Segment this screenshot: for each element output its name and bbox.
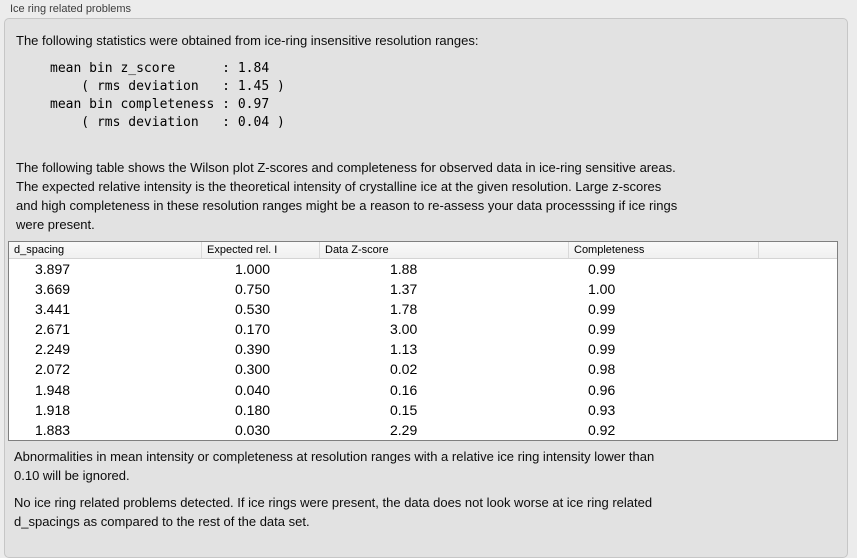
cell-data-z-score: 0.02 <box>390 361 418 378</box>
table-row[interactable]: 1.883 0.030 2.29 0.92 <box>9 420 837 440</box>
column-header-expected-rel-i[interactable]: Expected rel. I <box>202 242 320 258</box>
intro-text: The following statistics were obtained f… <box>16 33 479 48</box>
cell-data-z-score: 0.15 <box>390 401 418 418</box>
table-row[interactable]: 3.897 1.000 1.88 0.99 <box>9 259 837 279</box>
cell-completeness: 0.99 <box>588 341 616 358</box>
cell-d-spacing: 2.072 <box>35 361 71 378</box>
column-header-completeness[interactable]: Completeness <box>569 242 759 258</box>
cell-expected-rel-i: 0.530 <box>235 301 271 318</box>
cell-completeness: 0.96 <box>588 381 616 398</box>
note-text: Abnormalities in mean intensity or compl… <box>14 449 655 483</box>
cell-expected-rel-i: 0.180 <box>235 401 271 418</box>
table-body: 3.897 1.000 1.88 0.99 3.669 0.750 1.37 1… <box>9 259 837 440</box>
table-row[interactable]: 1.918 0.180 0.15 0.93 <box>9 400 837 420</box>
cell-data-z-score: 3.00 <box>390 321 418 338</box>
cell-d-spacing: 2.671 <box>35 321 71 338</box>
cell-completeness: 1.00 <box>588 281 616 298</box>
cell-completeness: 0.99 <box>588 321 616 338</box>
cell-d-spacing: 1.918 <box>35 401 71 418</box>
table-row[interactable]: 1.948 0.040 0.16 0.96 <box>9 380 837 400</box>
section-title: Ice ring related problems <box>10 3 132 15</box>
table-row[interactable]: 3.441 0.530 1.78 0.99 <box>9 299 837 319</box>
cell-data-z-score: 1.78 <box>390 301 418 318</box>
cell-expected-rel-i: 0.390 <box>235 341 271 358</box>
cell-expected-rel-i: 0.030 <box>235 421 271 438</box>
cell-d-spacing: 3.441 <box>35 301 71 318</box>
cell-data-z-score: 2.29 <box>390 421 418 438</box>
cell-d-spacing: 1.883 <box>35 421 71 438</box>
cell-data-z-score: 1.13 <box>390 341 418 358</box>
conclusion-text: No ice ring related problems detected. I… <box>14 495 653 529</box>
table-row[interactable]: 3.669 0.750 1.37 1.00 <box>9 279 837 299</box>
cell-d-spacing: 3.897 <box>35 261 71 277</box>
table-row[interactable]: 2.072 0.300 0.02 0.98 <box>9 359 837 379</box>
cell-expected-rel-i: 0.750 <box>235 281 271 298</box>
cell-data-z-score: 1.37 <box>390 281 418 298</box>
cell-expected-rel-i: 1.000 <box>235 261 271 277</box>
cell-data-z-score: 1.88 <box>390 261 418 277</box>
cell-d-spacing: 2.249 <box>35 341 71 358</box>
cell-completeness: 0.99 <box>588 301 616 318</box>
cell-expected-rel-i: 0.170 <box>235 321 271 338</box>
table-row[interactable]: 2.671 0.170 3.00 0.99 <box>9 319 837 339</box>
cell-completeness: 0.92 <box>588 421 616 438</box>
cell-completeness: 0.93 <box>588 401 616 418</box>
ice-ring-panel: The following statistics were obtained f… <box>4 18 848 558</box>
cell-completeness: 0.99 <box>588 261 616 277</box>
column-header-empty <box>759 242 837 258</box>
cell-data-z-score: 0.16 <box>390 381 418 398</box>
column-header-data-z-score[interactable]: Data Z-score <box>320 242 569 258</box>
stats-block: mean bin z_score : 1.84 ( rms deviation … <box>50 61 285 130</box>
cell-expected-rel-i: 0.300 <box>235 361 271 378</box>
cell-completeness: 0.98 <box>588 361 616 378</box>
table-row[interactable]: 2.249 0.390 1.13 0.99 <box>9 339 837 359</box>
cell-d-spacing: 3.669 <box>35 281 71 298</box>
cell-d-spacing: 1.948 <box>35 381 71 398</box>
description-text: The following table shows the Wilson plo… <box>16 160 678 232</box>
table-header-row: d_spacing Expected rel. I Data Z-score C… <box>9 242 837 259</box>
cell-expected-rel-i: 0.040 <box>235 381 271 398</box>
ice-ring-table: d_spacing Expected rel. I Data Z-score C… <box>8 241 838 441</box>
column-header-d-spacing[interactable]: d_spacing <box>9 242 202 258</box>
